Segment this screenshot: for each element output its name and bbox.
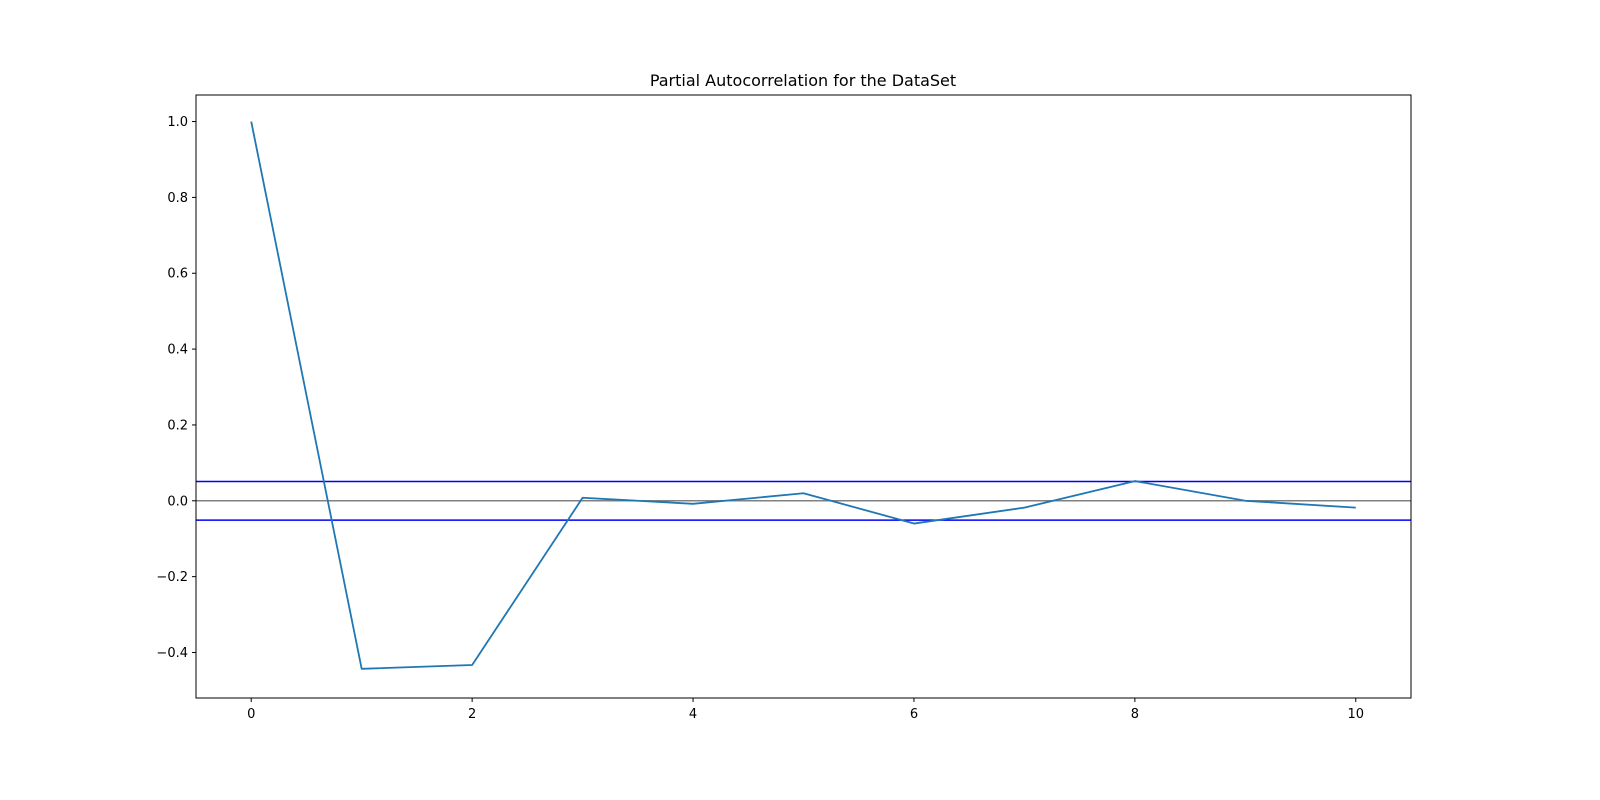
x-tick-label: 4 [689, 707, 697, 722]
y-tick-label: 0.4 [167, 343, 188, 358]
y-tick-label: 0.2 [167, 418, 188, 433]
y-tick-label: 1.0 [167, 115, 188, 130]
y-tick-label: −0.2 [156, 570, 188, 585]
y-tick-label: −0.4 [156, 646, 188, 661]
reference-lines [196, 480, 1411, 521]
x-tick-label: 6 [910, 707, 918, 722]
x-tick-label: 0 [247, 707, 255, 722]
x-tick-label: 8 [1131, 707, 1139, 722]
y-axis: 1.0 0.8 0.6 0.4 0.2 0.0 −0.2 −0.4 [156, 115, 196, 661]
series-line-0 [250, 121, 1356, 670]
chart-title: Partial Autocorrelation for the DataSet [650, 71, 956, 90]
y-tick-label: 0.0 [167, 494, 188, 509]
x-axis: 0 2 4 6 8 10 [247, 698, 1364, 722]
y-tick-label: 0.6 [167, 267, 188, 282]
y-tick-label: 0.8 [167, 191, 188, 206]
x-tick-label: 2 [468, 707, 476, 722]
x-tick-label: 10 [1347, 707, 1364, 722]
plot-area-frame [195, 94, 1412, 699]
series-layer [250, 121, 1356, 670]
